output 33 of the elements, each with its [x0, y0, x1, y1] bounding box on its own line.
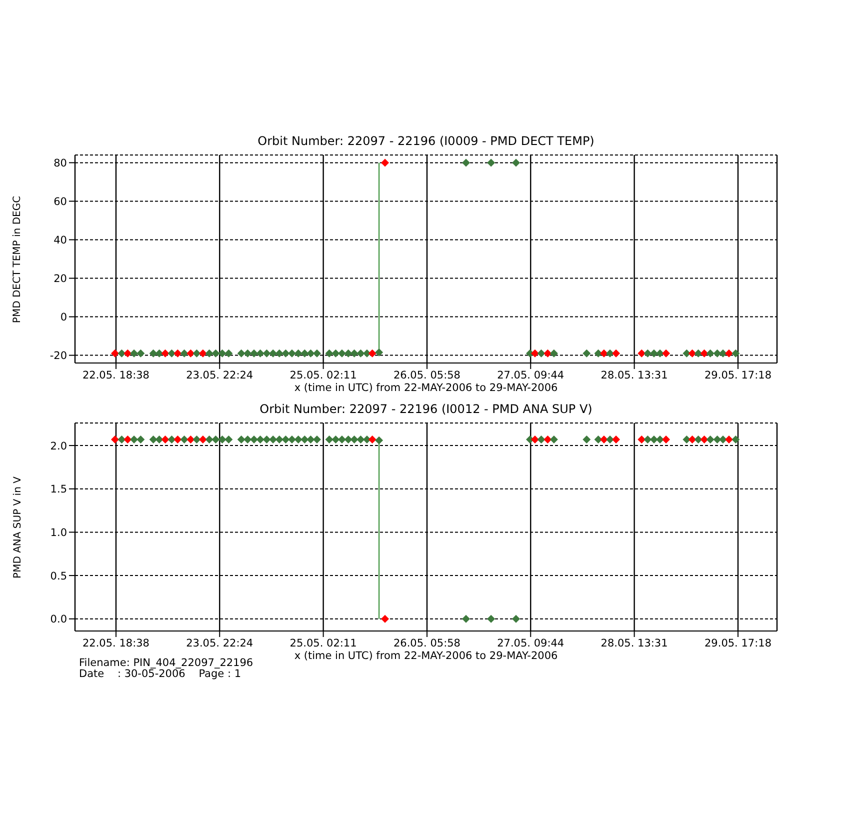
chart-title: Orbit Number: 22097 - 22196 (I0012 - PMD ANA SUP V): [258, 402, 594, 416]
x-tick-label: 27.05. 09:44: [497, 369, 564, 382]
x-tick-label: 26.05. 05:58: [393, 637, 460, 650]
x-axis-title: x (time in UTC) from 22-MAY-2006 to 29-MAY-2006: [294, 650, 558, 662]
y-tick-label: 0.0: [50, 614, 67, 626]
text: Date : 30-05-2006 Page : 1: [79, 668, 242, 680]
x-tick-label: 22.05. 18:38: [82, 637, 150, 650]
y-tick-label: -20: [50, 350, 67, 362]
text: Filename: PIN_404_22097_22196: [79, 657, 254, 669]
x-tick-label: 28.05. 13:31: [600, 369, 668, 382]
chart-title: Orbit Number: 22097 - 22196 (I0009 - PMD DECT TEMP): [256, 134, 596, 148]
x-tick-label: 29.05. 17:18: [704, 369, 772, 382]
y-tick-label: 2.0: [50, 440, 67, 452]
x-tick-label: 25.05. 02:11: [290, 369, 357, 382]
y-tick-label: 20: [54, 272, 67, 285]
x-tick-label: 27.05. 09:44: [497, 637, 564, 650]
y-tick-label: 80: [54, 157, 67, 170]
y-tick-label: 60: [54, 196, 67, 208]
x-axis-title: x (time in UTC) from 22-MAY-2006 to 29-MAY-2006: [293, 382, 559, 394]
x-tick-label: 23.05. 22:24: [186, 637, 254, 650]
y-tick-label: 1.5: [50, 484, 67, 496]
y-tick-label: 0: [60, 312, 67, 324]
x-tick-label: 22.05. 18:38: [82, 369, 150, 382]
x-tick-label: 26.05. 05:58: [393, 369, 460, 382]
x-tick-label: 23.05. 22:24: [186, 369, 254, 382]
y-axis-title: PMD DECT TEMP in DEGC: [12, 195, 24, 323]
x-tick-label: 25.05. 02:11: [290, 637, 357, 650]
y-tick-label: 0.5: [50, 570, 67, 582]
y-axis-title: PMD ANA SUP V in V: [12, 476, 24, 578]
x-tick-label: 28.05. 13:31: [600, 637, 668, 650]
y-tick-label: 40: [54, 234, 67, 246]
x-tick-label: 29.05. 17:18: [704, 637, 772, 650]
y-tick-label: 1.0: [50, 526, 67, 539]
